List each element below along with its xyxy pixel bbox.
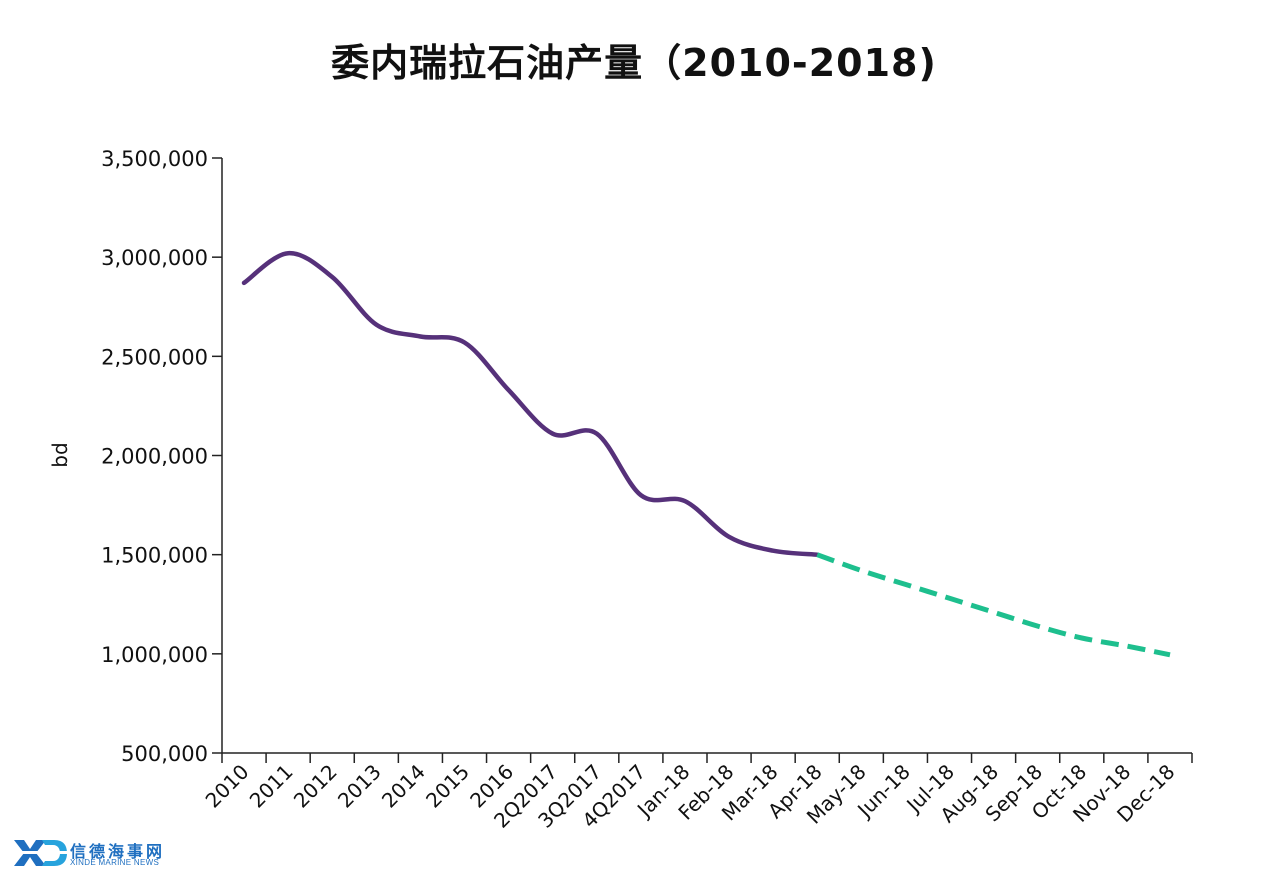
x-tick-label: 2011 [245,760,298,813]
x-axis-ticks: 20102011201220132014201520162Q20173Q2017… [201,753,1193,833]
chart-title: 委内瑞拉石油产量（2010-2018) [331,41,937,85]
forecast-series-line [816,552,1171,658]
logo-name-en: XINDE MARINE NEWS [70,858,160,867]
x-tick-label: 2010 [201,760,254,813]
y-tick-label: 3,000,000 [101,246,208,270]
y-tick-label: 3,500,000 [101,147,208,171]
x-tick-label: 2014 [377,760,430,813]
chart-axes [221,158,1192,754]
xinde-logo-icon [12,840,68,866]
actual-series-line [241,250,820,557]
x-tick-label: 2015 [421,760,474,813]
y-tick-label: 500,000 [121,742,208,766]
y-axis-ticks: 500,000 1,000,000 1,500,000 2,000,000 2,500,… [101,147,222,766]
y-axis-label: bd [48,442,72,467]
y-tick-label: 1,500,000 [101,544,208,568]
x-tick-label: 2013 [333,760,386,813]
series-lines [241,250,1171,658]
x-tick-label: 2012 [289,760,342,813]
logo-name-cn: 信德海事网 [70,842,166,861]
y-tick-label: 2,500,000 [101,345,208,369]
y-tick-label: 1,000,000 [101,643,208,667]
y-tick-label: 2,000,000 [101,445,208,469]
